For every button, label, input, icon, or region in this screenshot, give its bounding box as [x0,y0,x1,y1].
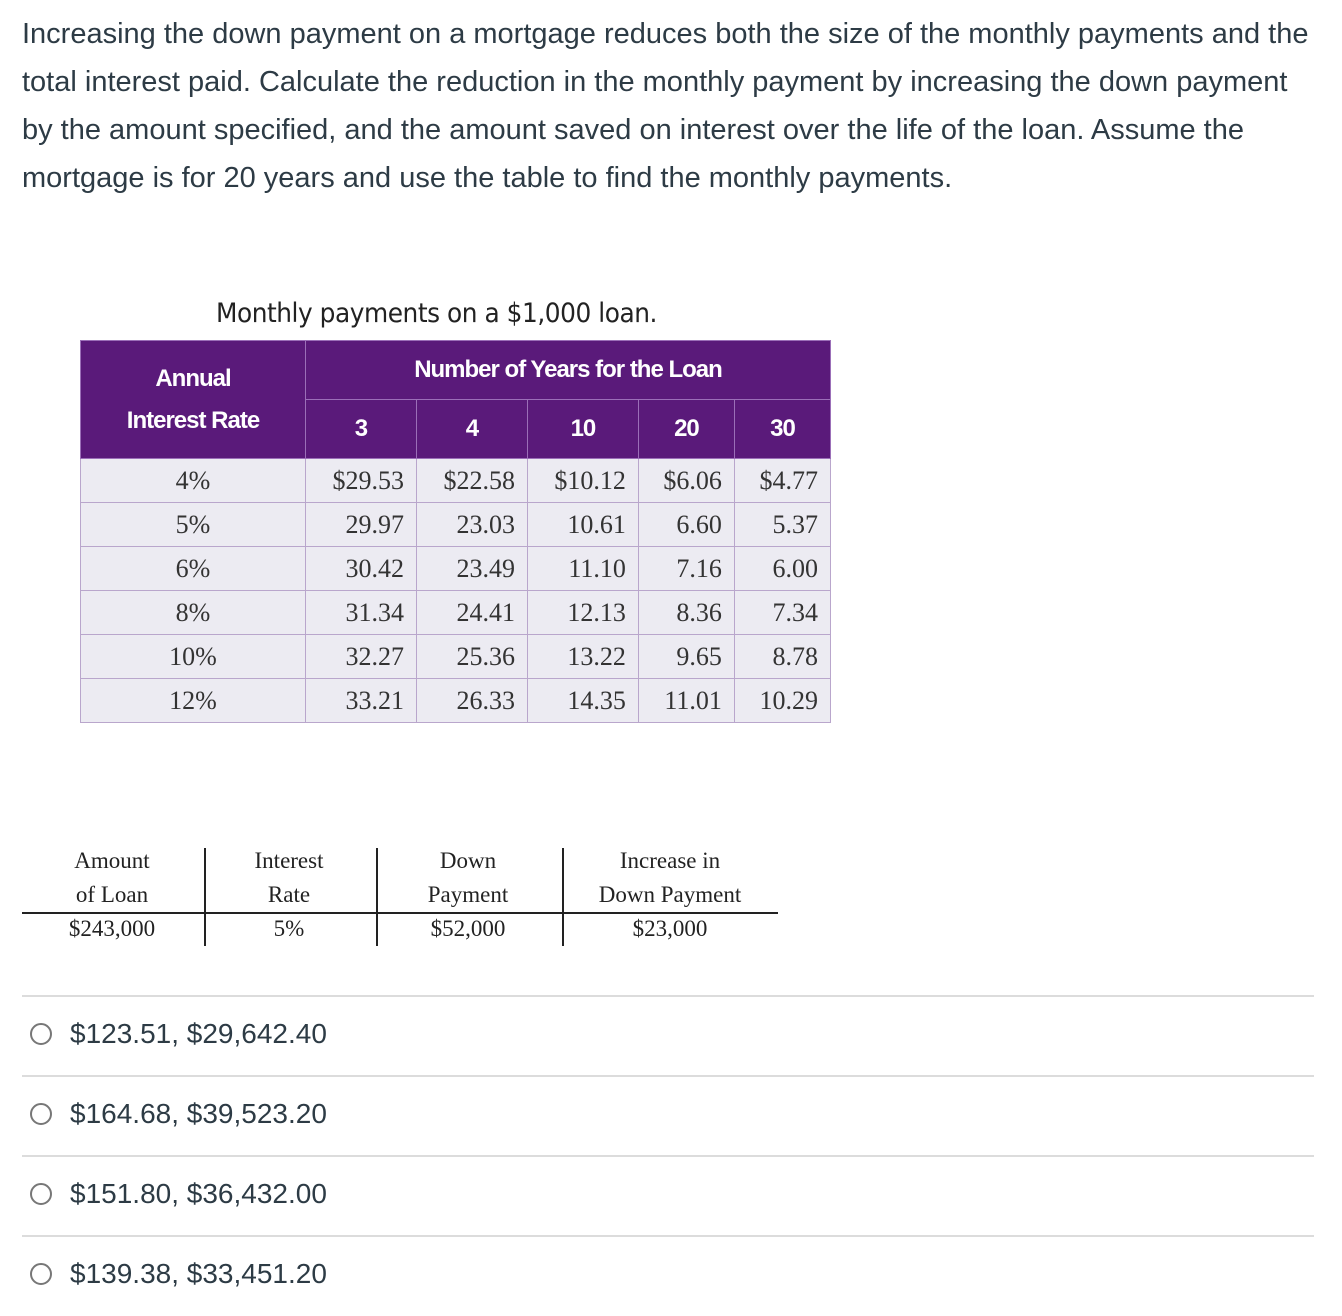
table-row: 12% 33.21 26.33 14.35 11.01 10.29 [80,678,832,723]
payment-cell: 25.36 [415,634,528,679]
given-header-line1: Interest [254,848,324,873]
table-row: 10% 32.27 25.36 13.22 9.65 8.78 [80,634,832,679]
payment-cell: 10.61 [526,502,639,547]
given-header-line2: Payment [427,882,509,907]
rate-cell: 4% [80,458,306,503]
payment-cell: 29.97 [305,502,417,547]
given-divider [562,848,564,946]
given-header-line2: of Loan [75,882,149,907]
option-divider [22,1075,1314,1077]
payment-cell: 11.01 [637,678,735,723]
payment-cell: 9.65 [637,634,735,679]
rate-cell: 12% [80,678,306,723]
given-header-underline [22,912,778,914]
payment-cell: $4.77 [733,458,832,503]
monthly-payment-table: Annual Interest Rate Number of Years for… [80,340,832,723]
answer-option-4[interactable]: $139.38, $33,451.20 [30,1254,327,1294]
payment-cell: 7.16 [637,546,735,591]
table-row: 6% 30.42 23.49 11.10 7.16 6.00 [80,546,832,591]
given-header-line1: Amount [74,848,150,873]
payment-cell: 14.35 [526,678,639,723]
radio-button-icon[interactable] [30,1103,52,1125]
given-value: 5% [273,916,305,941]
payment-cell: 13.22 [526,634,639,679]
payment-cell: 23.03 [415,502,528,547]
given-header-line2: Down Payment [598,882,742,907]
table-row: 4% $29.53 $22.58 $10.12 $6.06 $4.77 [80,458,832,503]
radio-button-icon[interactable] [30,1263,52,1285]
payment-cell: 6.60 [637,502,735,547]
option-divider [22,1155,1314,1157]
payment-cell: 6.00 [733,546,832,591]
header-years: Number of Years for the Loan [305,340,831,400]
payment-cell: 32.27 [305,634,417,679]
header-rate-line1: Annual [155,364,231,392]
given-divider [204,848,206,946]
option-label: $164.68, $39,523.20 [70,1098,327,1129]
rate-cell: 8% [80,590,306,635]
option-label: $139.38, $33,451.20 [70,1258,327,1289]
payment-cell: $10.12 [526,458,639,503]
given-col-increase-in-down-payment: Increase in Down Payment $23,000 [570,844,770,946]
rate-cell: 6% [80,546,306,591]
payment-cell: 5.37 [733,502,832,547]
payment-cell: 7.34 [733,590,832,635]
payment-cell: $6.06 [637,458,735,503]
header-year-10: 10 [526,399,639,459]
payment-cell: 8.78 [733,634,832,679]
rate-cell: 10% [80,634,306,679]
header-year-20: 20 [637,399,735,459]
given-value: $243,000 [68,916,156,941]
header-year-4: 4 [415,399,528,459]
given-divider [376,848,378,946]
payment-cell: 30.42 [305,546,417,591]
answer-option-2[interactable]: $164.68, $39,523.20 [30,1094,327,1134]
header-year-3: 3 [305,399,417,459]
payment-cell: $22.58 [415,458,528,503]
given-col-down-payment: Down Payment $52,000 [392,844,544,946]
answer-option-1[interactable]: $123.51, $29,642.40 [30,1014,327,1054]
header-year-30: 30 [733,399,832,459]
table-row: 8% 31.34 24.41 12.13 8.36 7.34 [80,590,832,635]
table-row: 5% 29.97 23.03 10.61 6.60 5.37 [80,502,832,547]
rate-cell: 5% [80,502,306,547]
payment-cell: 31.34 [305,590,417,635]
payment-cell: 12.13 [526,590,639,635]
given-value: $23,000 [632,916,708,941]
header-annual-interest-rate: Annual Interest Rate [80,340,306,459]
option-label: $123.51, $29,642.40 [70,1018,327,1049]
option-label: $151.80, $36,432.00 [70,1178,327,1209]
given-col-interest-rate: Interest Rate 5% [222,844,356,946]
payment-cell: 33.21 [305,678,417,723]
given-header-line1: Down [439,848,497,873]
payment-cell: 8.36 [637,590,735,635]
radio-button-icon[interactable] [30,1183,52,1205]
payment-cell: 11.10 [526,546,639,591]
radio-button-icon[interactable] [30,1023,52,1045]
payment-cell: 24.41 [415,590,528,635]
question-text: Increasing the down payment on a mortgag… [22,18,1309,194]
given-value: $52,000 [430,916,506,941]
option-divider [22,1235,1314,1237]
given-header-line1: Increase in [619,848,721,873]
payment-cell: $29.53 [305,458,417,503]
answer-option-3[interactable]: $151.80, $36,432.00 [30,1174,327,1214]
option-divider [22,995,1314,997]
given-header-line2: Rate [267,882,311,907]
payment-cell: 26.33 [415,678,528,723]
header-rate-line2: Interest Rate [126,406,260,434]
given-col-amount-of-loan: Amount of Loan $243,000 [42,844,182,946]
payment-cell: 10.29 [733,678,832,723]
payment-cell: 23.49 [415,546,528,591]
table-caption: Monthly payments on a $1,000 loan. [216,298,657,329]
